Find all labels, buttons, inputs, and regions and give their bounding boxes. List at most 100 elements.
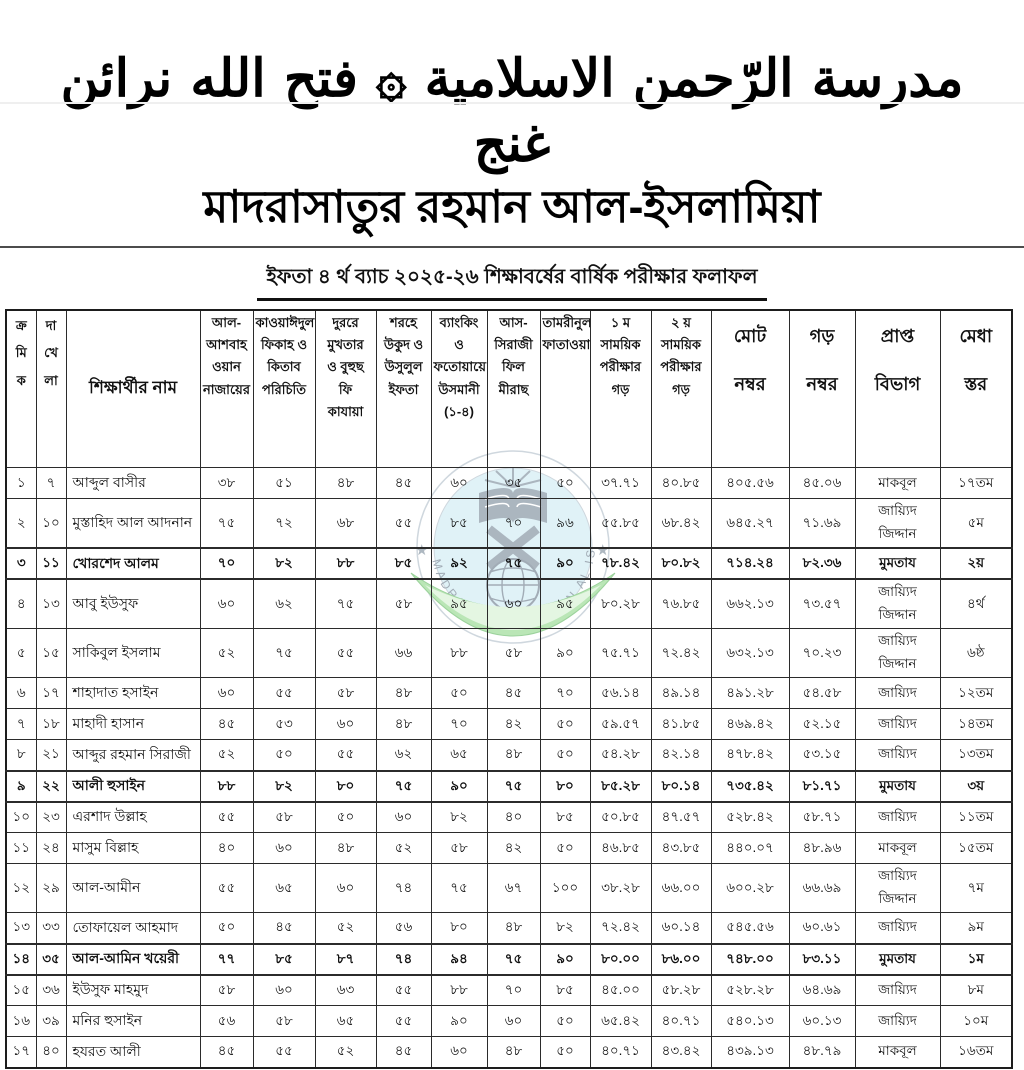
name-cell: সাকিবুল ইসলাম: [65, 628, 201, 678]
mark-cell: ৯০: [430, 769, 488, 803]
mark-cell: ৮২: [539, 912, 591, 944]
position-cell: ১৩তম: [939, 739, 1013, 771]
mark-cell: ৫৮: [375, 578, 432, 629]
mark-cell: ৭০: [539, 677, 591, 709]
term1-avg-cell: ৫৪.২৮: [589, 739, 652, 771]
col-header-term2-avg: ২ য় সাময়িক পরীক্ষার গড়: [650, 309, 712, 468]
term1-avg-cell: ৭২.৪২: [589, 912, 652, 944]
roll-cell: ১৮: [35, 708, 67, 740]
mark-cell: ৫৮: [486, 628, 541, 678]
mark-cell: ৮০: [539, 769, 591, 803]
mark-cell: ৭৪: [375, 942, 432, 976]
average-cell: ৮২.৩৬: [788, 547, 856, 580]
col-header-average: গড় নম্বর: [788, 309, 856, 468]
table-row: ৮ ২১ আব্দুর রহমান সিরাজী ৫২ ৫০ ৫৫ ৬২ ৬৫ ৪৮ ৫০ ৫৪.২…: [5, 739, 1013, 771]
average-cell: ৪৮.৯৬: [788, 832, 856, 864]
total-cell: ৪৬৯.৪২: [710, 708, 790, 740]
table-row: ১ ৭ আব্দুল বাসীর ৩৮ ৫১ ৪৮ ৪৫ ৬০ ৩৫ ৫০ ৩৭.৭১ ৪০.৮৫ ৪০…: [5, 467, 1013, 499]
mark-cell: ৮৫: [430, 498, 488, 549]
total-cell: ৭১৪.২৪: [710, 547, 790, 580]
mark-cell: ৬০: [314, 708, 377, 740]
mark-cell: ৪৮: [314, 467, 377, 499]
serial-cell: ৫: [5, 628, 37, 678]
term2-avg-cell: ৪৩.৪২: [650, 1036, 712, 1068]
mark-cell: ৮৫: [375, 547, 432, 580]
mark-cell: ৬০: [199, 578, 254, 629]
mark-cell: ৫৫: [199, 801, 254, 833]
mark-cell: ৯২: [430, 547, 488, 580]
name-cell: আব্দুল বাসীর: [65, 467, 201, 499]
mark-cell: ৪৫: [252, 912, 316, 944]
mark-cell: ৮৮: [430, 628, 488, 678]
position-cell: ১২তম: [939, 677, 1013, 709]
term1-avg-cell: ৭৮.৪২: [589, 547, 652, 580]
serial-cell: ৬: [5, 677, 37, 709]
serial-cell: ৪: [5, 578, 37, 629]
col-header-term1-avg: ১ ম সাময়িক পরীক্ষার গড়: [589, 309, 652, 468]
grade-cell: মাকবূল: [854, 467, 941, 499]
mark-cell: ৭০: [430, 708, 488, 740]
mark-cell: ৬০: [199, 677, 254, 709]
term2-avg-cell: ৬৮.৪২: [650, 498, 712, 549]
term1-avg-cell: ৪৬.৮৫: [589, 832, 652, 864]
mark-cell: ৬৬: [375, 628, 432, 678]
mark-cell: ৪৫: [486, 677, 541, 709]
mark-cell: ৭০: [199, 547, 254, 580]
mark-cell: ৫৮: [199, 974, 254, 1006]
average-cell: ৮৩.১১: [788, 942, 856, 976]
term2-avg-cell: ৪৩.৮৫: [650, 832, 712, 864]
roll-cell: ১৭: [35, 677, 67, 709]
name-cell: আল-আমীন: [65, 863, 201, 913]
mark-cell: ৫৫: [252, 677, 316, 709]
mark-cell: ৪৮: [375, 677, 432, 709]
name-cell: আলী হুসাইন: [65, 769, 201, 803]
mark-cell: ৬০: [430, 1036, 488, 1068]
roll-cell: ৪০: [35, 1036, 67, 1068]
mark-cell: ৮৮: [199, 769, 254, 803]
col-header-subject-3: দুররে মুখতার ও বুহুছ ফি কাযায়া: [314, 309, 377, 468]
total-cell: ৬০০.২৮: [710, 863, 790, 913]
result-table: ক্র মি ক দা খে লা শিক্ষার্থীর নাম আল- আশ…: [5, 308, 1013, 1069]
result-table-container: ★ ★ MADRASATUR RAHMAN AL ISLAMIA ক্র মি …: [5, 308, 1019, 1069]
term2-avg-cell: ৪১.৮৫: [650, 708, 712, 740]
total-cell: ৫৪৫.৫৬: [710, 912, 790, 944]
name-cell: মাসুম বিল্লাহ: [65, 832, 201, 864]
mark-cell: ৬০: [486, 578, 541, 629]
roll-cell: ১০: [35, 498, 67, 549]
mark-cell: ৫০: [252, 739, 316, 771]
mark-cell: ৯০: [539, 547, 591, 580]
term1-avg-cell: ৫০.৮৫: [589, 801, 652, 833]
average-cell: ৪৫.০৬: [788, 467, 856, 499]
mark-cell: ৫০: [539, 1005, 591, 1037]
col-header-subject-7: তামরীনুল ফাতাওয়া: [539, 309, 591, 468]
result-sheet-page: { "document": { "calligraphy": "مدرسة ال…: [0, 46, 1024, 1070]
term1-avg-cell: ৬৫.৪২: [589, 1005, 652, 1037]
mark-cell: ৯০: [539, 628, 591, 678]
term1-avg-cell: ৪৫.০০: [589, 974, 652, 1006]
mark-cell: ৭৫: [199, 498, 254, 549]
mark-cell: ৮২: [430, 801, 488, 833]
table-row: ৯ ২২ আলী হুসাইন ৮৮ ৮২ ৮০ ৭৫ ৯০ ৭৫ ৮০ ৮৫.২৮ ৮০.১৪ ৭৩৫…: [5, 769, 1013, 803]
table-row: ৫ ১৫ সাকিবুল ইসলাম ৫২ ৭৫ ৫৫ ৬৬ ৮৮ ৫৮ ৯০ ৭৫.৭১ ৭২.৪২…: [5, 628, 1013, 678]
term1-avg-cell: ৫৯.৫৭: [589, 708, 652, 740]
grade-cell: জায়্যিদ জিদ্দান: [854, 498, 941, 549]
grade-cell: জায়্যিদ জিদ্দান: [854, 863, 941, 913]
serial-cell: ৩: [5, 547, 37, 580]
mark-cell: ৫৫: [375, 1005, 432, 1037]
average-cell: ৭১.৬৯: [788, 498, 856, 549]
mark-cell: ৮২: [252, 769, 316, 803]
mark-cell: ৫৮: [314, 677, 377, 709]
grade-cell: মুমতায: [854, 942, 941, 976]
name-cell: আব্দুর রহমান সিরাজী: [65, 739, 201, 771]
total-cell: ৭৩৫.৪২: [710, 769, 790, 803]
total-cell: ৬৩২.১৩: [710, 628, 790, 678]
term2-avg-cell: ৪২.১৪: [650, 739, 712, 771]
mark-cell: ৫০: [430, 677, 488, 709]
position-cell: ৬ষ্ঠ: [939, 628, 1013, 678]
average-cell: ৬৬.৬৯: [788, 863, 856, 913]
term1-avg-cell: ৩৭.৭১: [589, 467, 652, 499]
mark-cell: ৫০: [539, 739, 591, 771]
mark-cell: ৪৮: [375, 708, 432, 740]
mark-cell: ৫০: [539, 467, 591, 499]
mark-cell: ৬০: [486, 1005, 541, 1037]
